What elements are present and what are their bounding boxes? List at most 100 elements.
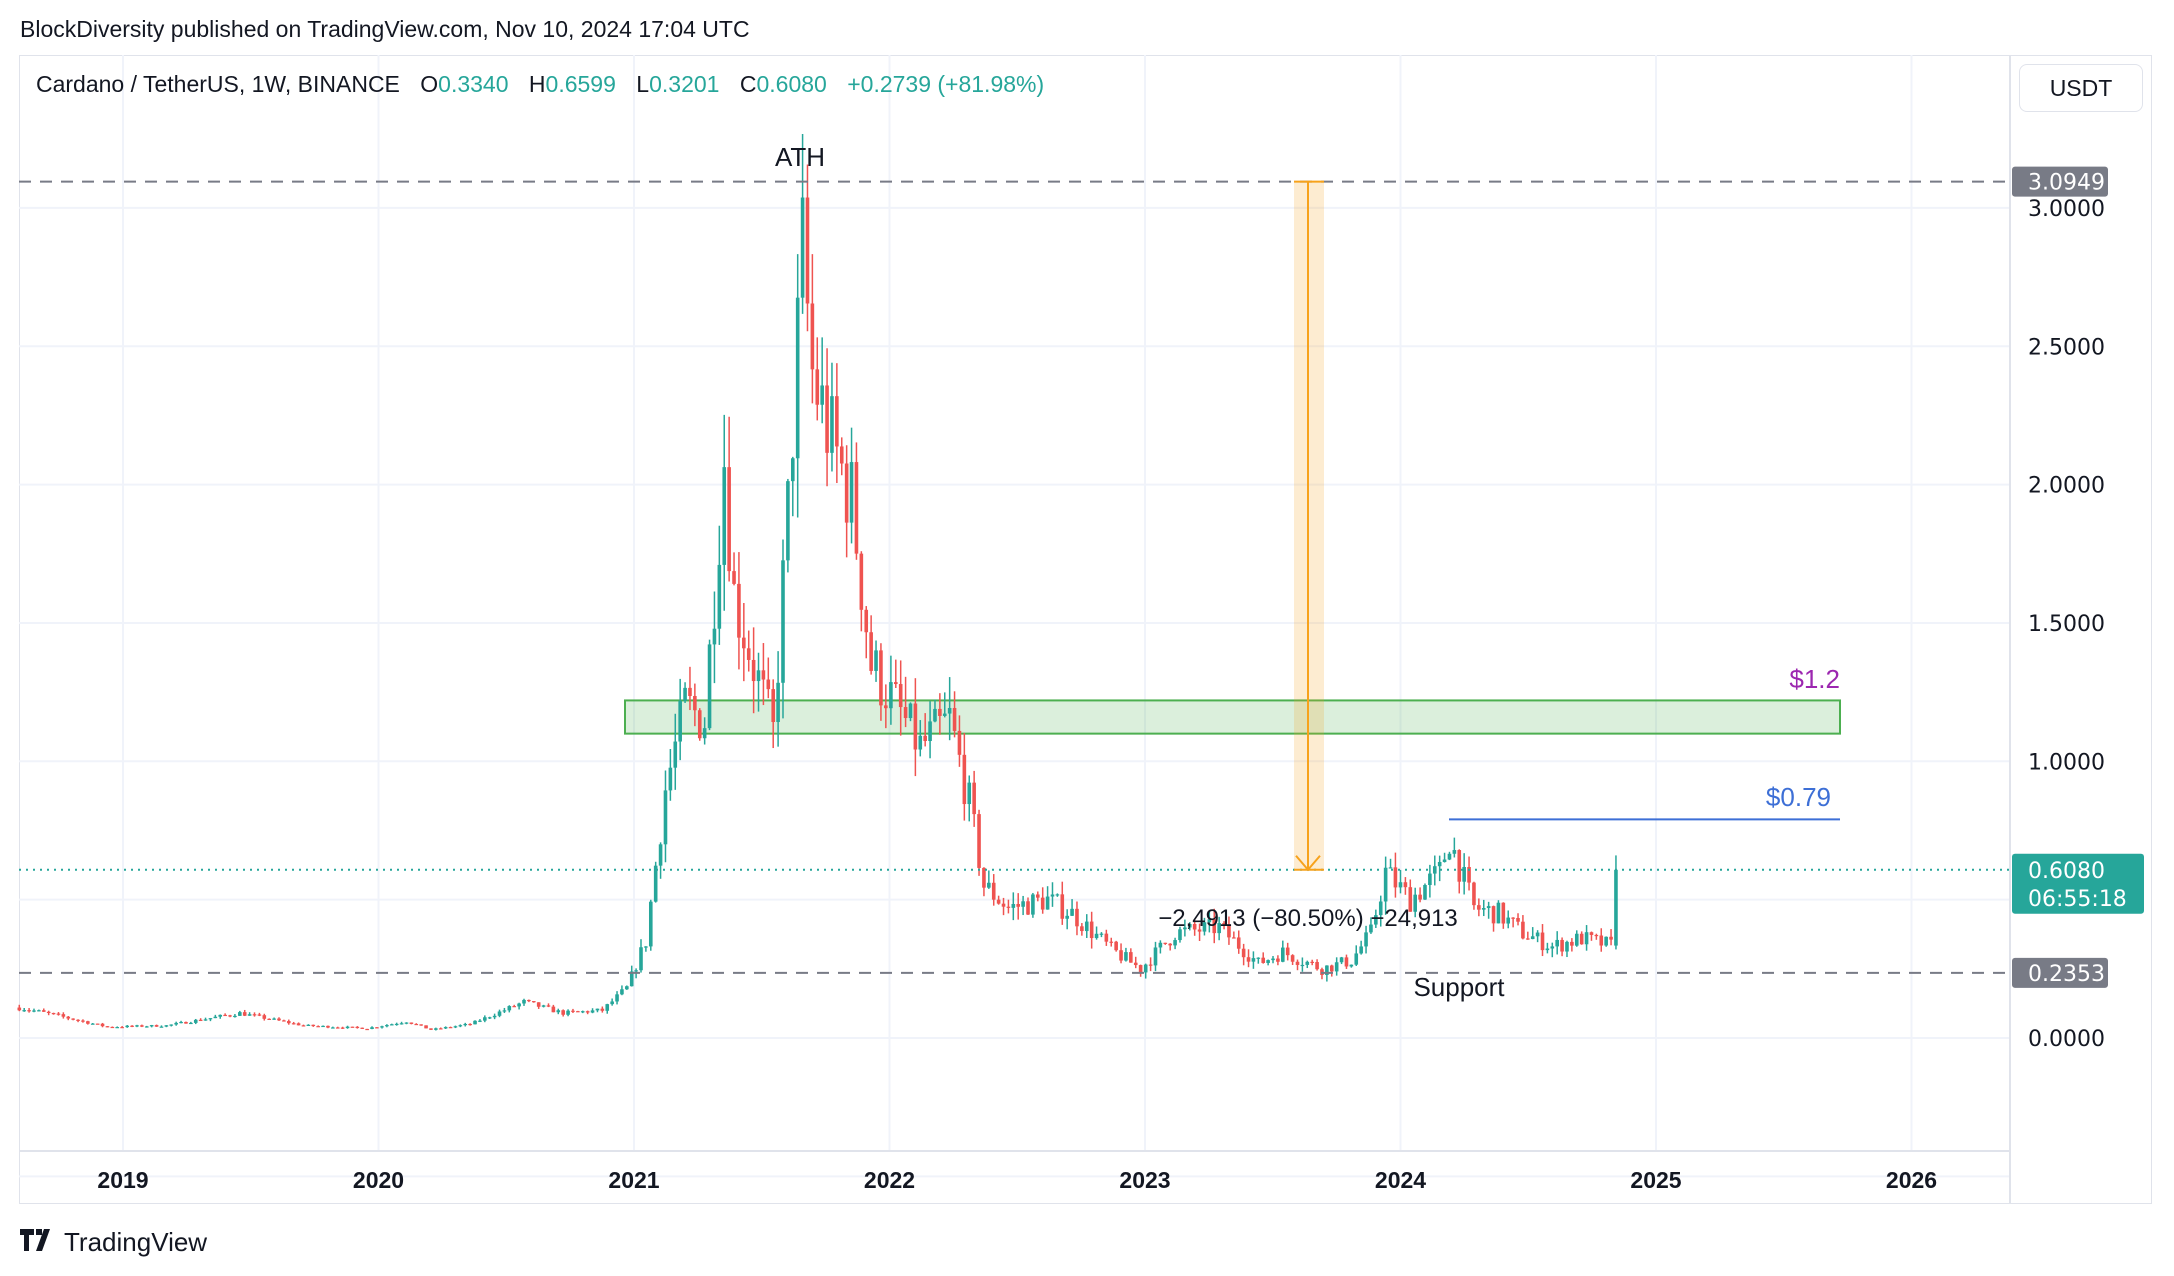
candle-body xyxy=(32,1010,36,1012)
candle-body xyxy=(27,1010,31,1012)
candle-body xyxy=(605,1004,610,1011)
ath-price-tag-text: 3.0949 xyxy=(2028,171,2105,196)
x-tick-label: 2026 xyxy=(1886,1167,1937,1193)
candle-body xyxy=(702,728,707,739)
candle-body xyxy=(1124,952,1128,961)
candle-body xyxy=(1031,894,1035,915)
candle-body xyxy=(1526,938,1530,940)
candle-body xyxy=(1271,958,1275,961)
candle-body xyxy=(639,947,643,971)
candle-body xyxy=(1070,908,1074,916)
candle-body xyxy=(154,1025,159,1027)
candle-body xyxy=(800,197,805,298)
candle-body xyxy=(331,1027,335,1029)
candle-body xyxy=(874,650,878,671)
candle-body xyxy=(908,703,913,719)
candle-body xyxy=(262,1015,267,1019)
candle-body xyxy=(335,1027,340,1029)
publisher-line: BlockDiversity published on TradingView.… xyxy=(20,16,750,42)
candle-body xyxy=(438,1028,443,1030)
candle-body xyxy=(1285,947,1290,956)
currency-button[interactable]: USDT xyxy=(2019,64,2143,112)
candle-body xyxy=(1550,946,1555,949)
candle-body xyxy=(1261,957,1266,963)
candle-body xyxy=(1173,940,1177,946)
candle-body xyxy=(507,1006,512,1011)
candle-body xyxy=(1540,932,1545,951)
candle-body xyxy=(453,1026,458,1028)
candle-body xyxy=(1423,884,1427,900)
candle-body xyxy=(1452,850,1457,854)
candle-body xyxy=(707,644,712,729)
candle-body xyxy=(301,1025,306,1027)
candle-body xyxy=(522,999,526,1004)
candle-body xyxy=(135,1025,139,1027)
tradingview-brand[interactable]: TradingView xyxy=(64,1226,208,1257)
candle-body xyxy=(1153,947,1158,966)
candle-body xyxy=(1295,961,1300,965)
candle-body xyxy=(1477,905,1481,910)
candle-body xyxy=(722,467,727,565)
candle-body xyxy=(404,1022,409,1024)
candle-body xyxy=(1227,924,1231,938)
y-tick-label: 3.0000 xyxy=(2028,197,2105,222)
candle-body xyxy=(1369,924,1373,933)
candle-body xyxy=(556,1010,561,1013)
measure-arrow-icon xyxy=(1294,180,1324,872)
candle-body xyxy=(1021,901,1025,907)
candle-body xyxy=(1486,906,1491,909)
candle-body xyxy=(1574,933,1579,946)
candle-body xyxy=(86,1021,90,1024)
candle-body xyxy=(1383,867,1388,902)
candle-body xyxy=(1290,955,1295,962)
candle-body xyxy=(625,986,629,990)
resistance-label: $0.79 xyxy=(1766,782,1831,812)
candle-body xyxy=(149,1025,154,1027)
candle-body xyxy=(473,1020,477,1025)
price-tags: 3.0949 0.6080 06:55:18 0.2353 xyxy=(2012,166,2144,988)
candle-body xyxy=(527,999,531,1002)
footer: TradingView xyxy=(20,1226,207,1258)
candle-body xyxy=(742,637,746,649)
candle-body xyxy=(17,1007,22,1011)
candle-body xyxy=(1178,929,1182,941)
candle-body xyxy=(1393,867,1398,888)
candle-body xyxy=(1315,962,1319,970)
candle-body xyxy=(140,1025,144,1027)
x-tick-label: 2019 xyxy=(97,1167,148,1193)
candle-body xyxy=(830,396,834,453)
candle-body xyxy=(923,735,927,742)
current-price-tag xyxy=(2012,853,2144,914)
candle-body xyxy=(1207,919,1212,923)
candle-body xyxy=(756,670,761,682)
candle-body xyxy=(982,867,986,888)
candle-body xyxy=(1065,915,1069,919)
candle-body xyxy=(193,1019,198,1023)
y-tick-label: 1.0000 xyxy=(2028,750,2105,775)
candle-body xyxy=(825,385,829,453)
candle-body xyxy=(399,1023,404,1025)
candle-body xyxy=(1202,922,1207,932)
candle-body xyxy=(1413,894,1417,912)
candle-body xyxy=(942,713,947,716)
candle-body xyxy=(272,1018,276,1020)
candle-body xyxy=(61,1014,66,1017)
candle-body xyxy=(164,1025,169,1027)
x-tick-label: 2021 xyxy=(608,1167,659,1193)
candle-body xyxy=(115,1027,120,1029)
candle-body xyxy=(1232,937,1236,939)
candle-body xyxy=(697,710,702,739)
candle-body xyxy=(174,1022,178,1025)
candle-body xyxy=(859,553,864,610)
candle-body xyxy=(238,1012,242,1016)
candle-body xyxy=(41,1010,46,1012)
candle-body xyxy=(580,1011,585,1013)
symbol-title[interactable]: Cardano / TetherUS, 1W, BINANCE xyxy=(36,71,400,97)
candle-body xyxy=(541,1005,546,1007)
y-tick-label: 0.0000 xyxy=(2028,1027,2105,1052)
tradingview-logo-icon[interactable] xyxy=(20,1226,56,1258)
candle-body xyxy=(1555,939,1559,947)
candle-body xyxy=(761,670,766,680)
candle-body xyxy=(849,462,854,523)
